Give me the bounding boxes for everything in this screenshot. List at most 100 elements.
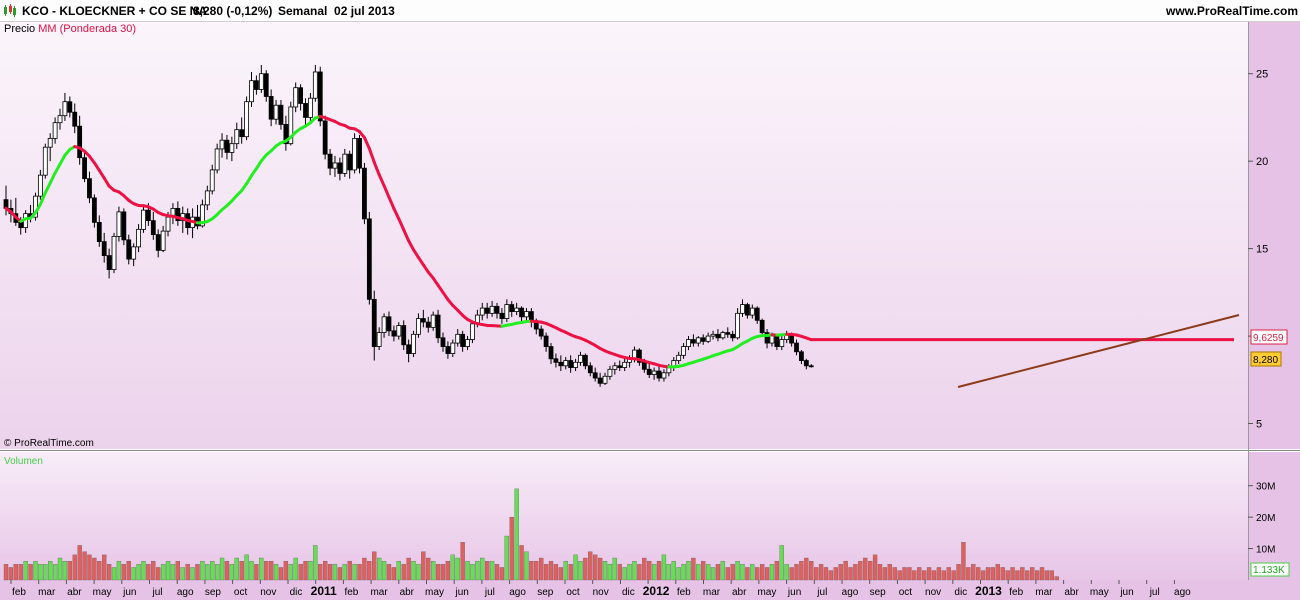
- volume-bar: [794, 564, 799, 581]
- ma-segment: [382, 184, 391, 199]
- volume-bar: [38, 564, 43, 581]
- volume-bar: [799, 560, 804, 581]
- y-tick-label: 5: [1256, 419, 1262, 431]
- ma-segment: [33, 202, 42, 215]
- volume-bar: [980, 570, 986, 581]
- volume-bar: [337, 567, 343, 581]
- candle-body: [406, 344, 412, 354]
- volume-bar: [160, 564, 166, 581]
- candle-body: [219, 139, 225, 150]
- volume-bar: [278, 567, 284, 581]
- volume-bar: [435, 564, 441, 581]
- volume-bar: [3, 564, 9, 581]
- volume-bar: [170, 564, 176, 581]
- volume-bar: [622, 567, 627, 581]
- candle-body: [371, 298, 377, 347]
- volume-bar: [514, 488, 519, 581]
- candle-body: [695, 337, 701, 344]
- candle-body: [249, 80, 254, 103]
- volume-bar: [327, 564, 333, 581]
- volume-bar: [627, 564, 632, 581]
- volume-bar: [922, 570, 927, 581]
- candle-body: [52, 122, 58, 139]
- candle-body: [494, 305, 500, 314]
- candle-body: [543, 335, 549, 347]
- volume-bar: [273, 564, 279, 581]
- volume-bar: [902, 567, 907, 581]
- candle-body: [465, 339, 470, 347]
- volume-bar: [33, 560, 38, 581]
- y-tick-label: 25: [1256, 69, 1268, 81]
- candle-body: [165, 216, 171, 232]
- candle-body: [710, 333, 716, 337]
- volume-bar: [200, 560, 205, 581]
- volume-bar: [730, 564, 735, 581]
- ma-segment: [38, 191, 47, 206]
- candle-body: [312, 71, 318, 99]
- candle-body: [587, 365, 593, 374]
- volume-bar: [303, 560, 308, 581]
- x-tick-label: mar: [370, 587, 388, 598]
- ma-segment: [102, 176, 111, 188]
- volume-bar: [72, 554, 77, 581]
- candle-body: [514, 307, 520, 312]
- candle-body: [460, 333, 466, 347]
- candle-body: [303, 103, 308, 118]
- ma-segment: [372, 160, 381, 177]
- candle-body: [67, 101, 73, 113]
- volume-bar: [381, 560, 387, 581]
- volume-bar: [475, 560, 480, 581]
- candle-body: [455, 333, 461, 344]
- volume-bar: [455, 557, 460, 581]
- ma-legend: MM (Ponderada 30): [38, 23, 137, 35]
- volume-bar: [308, 560, 313, 581]
- candle-body: [607, 368, 613, 377]
- volume-bar: [784, 564, 789, 581]
- candle-body: [111, 235, 117, 271]
- volume-bar: [421, 551, 426, 581]
- volume-bar: [838, 564, 843, 581]
- candle-body: [244, 101, 249, 138]
- candle-body: [479, 307, 485, 316]
- candle-body: [519, 307, 524, 318]
- volume-bar: [809, 560, 814, 581]
- volume-tick-label: 20M: [1256, 513, 1275, 524]
- candle-body: [470, 323, 475, 340]
- volume-bar: [524, 551, 529, 581]
- candle-body: [273, 104, 279, 120]
- x-tick-label: mar: [703, 587, 721, 598]
- volume-bar: [106, 564, 112, 581]
- volume-bar: [686, 560, 691, 581]
- volume-bar: [470, 564, 475, 581]
- candle-body: [774, 335, 780, 347]
- volume-bar: [205, 564, 210, 581]
- volume-bar: [759, 564, 765, 581]
- candle-body: [735, 312, 740, 339]
- site-link[interactable]: www.ProRealTime.com: [1166, 4, 1299, 18]
- x-tick-label: jul: [1149, 587, 1160, 598]
- x-tick-label: sep: [205, 587, 222, 598]
- candle-body: [278, 104, 284, 125]
- volume-bar: [1010, 567, 1015, 581]
- candle-body: [209, 169, 215, 192]
- volume-bar: [386, 564, 392, 581]
- volume-bar: [504, 535, 509, 581]
- volume-bar: [180, 567, 185, 581]
- volume-bar: [612, 557, 617, 581]
- volume-bar: [264, 560, 269, 581]
- volume-bar: [229, 564, 235, 581]
- volume-bar: [877, 564, 883, 581]
- candle-body: [509, 304, 515, 312]
- ma-segment: [58, 153, 67, 166]
- candle-body: [700, 337, 706, 342]
- volume-bar: [489, 560, 495, 581]
- volume-bar: [588, 551, 593, 581]
- volume-bar: [912, 570, 917, 581]
- candlestick-icon[interactable]: [3, 4, 17, 17]
- volume-bar: [529, 560, 534, 581]
- price-change: 8,280 (-0,12%): [193, 4, 273, 18]
- ma-segment: [407, 239, 416, 252]
- volume-bar: [1049, 570, 1054, 581]
- volume-bar: [931, 570, 937, 581]
- candle-body: [298, 87, 304, 104]
